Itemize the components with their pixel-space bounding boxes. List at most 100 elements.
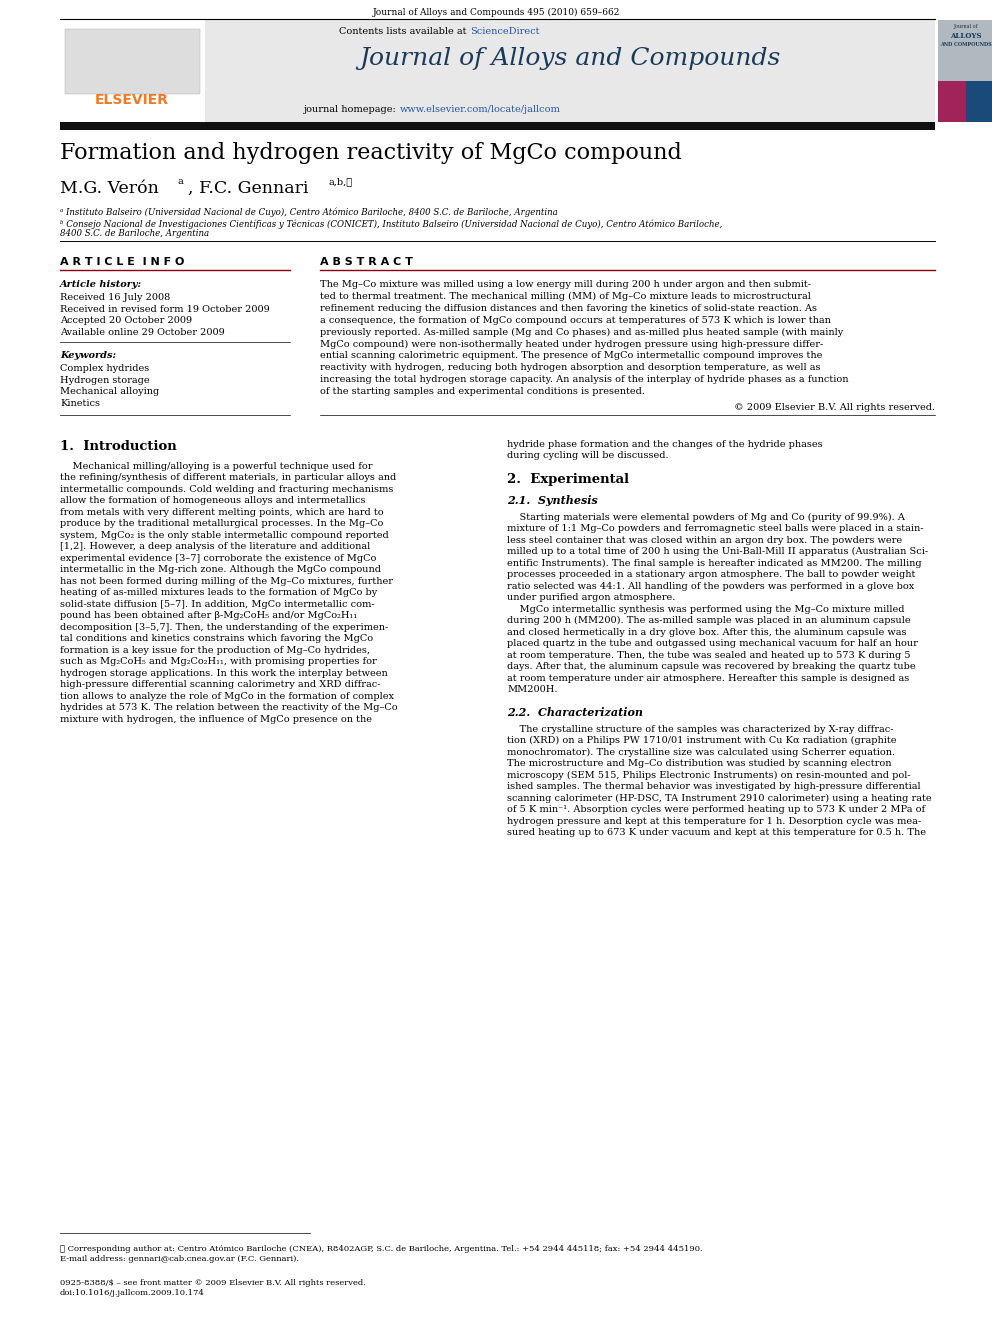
Text: has not been formed during milling of the Mg–Co mixtures, further: has not been formed during milling of th… [60, 577, 393, 586]
Text: from metals with very different melting points, which are hard to: from metals with very different melting … [60, 508, 384, 516]
Text: Article history:: Article history: [60, 280, 142, 290]
Text: mixture with hydrogen, the influence of MgCo presence on the: mixture with hydrogen, the influence of … [60, 714, 372, 724]
Text: at room temperature. Then, the tube was sealed and heated up to 573 K during 5: at room temperature. Then, the tube was … [507, 651, 911, 659]
Text: © 2009 Elsevier B.V. All rights reserved.: © 2009 Elsevier B.V. All rights reserved… [734, 402, 935, 411]
Text: MgCo intermetallic synthesis was performed using the Mg–Co mixture milled: MgCo intermetallic synthesis was perform… [507, 605, 905, 614]
Text: Contents lists available at: Contents lists available at [339, 26, 470, 36]
Text: Formation and hydrogen reactivity of MgCo compound: Formation and hydrogen reactivity of MgC… [60, 142, 682, 164]
Text: tal conditions and kinetics constrains which favoring the MgCo: tal conditions and kinetics constrains w… [60, 634, 373, 643]
Text: The microstructure and Mg–Co distribution was studied by scanning electron: The microstructure and Mg–Co distributio… [507, 759, 892, 767]
Text: such as Mg₂CoH₅ and Mg₂Co₂H₁₁, with promising properties for: such as Mg₂CoH₅ and Mg₂Co₂H₁₁, with prom… [60, 658, 377, 665]
Text: previously reported. As-milled sample (Mg and Co phases) and as-milled plus heat: previously reported. As-milled sample (M… [320, 328, 843, 337]
Text: [1,2]. However, a deep analysis of the literature and additional: [1,2]. However, a deep analysis of the l… [60, 542, 370, 550]
Text: hydrogen storage applications. In this work the interplay between: hydrogen storage applications. In this w… [60, 668, 388, 677]
Text: www.elsevier.com/locate/jallcom: www.elsevier.com/locate/jallcom [400, 105, 560, 114]
Text: increasing the total hydrogen storage capacity. An analysis of the interplay of : increasing the total hydrogen storage ca… [320, 374, 848, 384]
Text: ELSEVIER: ELSEVIER [95, 93, 169, 107]
Text: intermetallic compounds. Cold welding and fracturing mechanisms: intermetallic compounds. Cold welding an… [60, 484, 394, 493]
Text: heating of as-milled mixtures leads to the formation of MgCo by: heating of as-milled mixtures leads to t… [60, 587, 377, 597]
Text: reactivity with hydrogen, reducing both hydrogen absorption and desorption tempe: reactivity with hydrogen, reducing both … [320, 363, 820, 372]
Bar [966, 81, 992, 122]
Text: ★ Corresponding author at: Centro Atómico Bariloche (CNEA), R8402AGP, S.C. de Ba: ★ Corresponding author at: Centro Atómic… [60, 1245, 702, 1253]
Text: 1.  Introduction: 1. Introduction [60, 439, 177, 452]
Text: and closed hermetically in a dry glove box. After this, the aluminum capsule was: and closed hermetically in a dry glove b… [507, 627, 907, 636]
Text: 8400 S.C. de Bariloche, Argentina: 8400 S.C. de Bariloche, Argentina [60, 229, 209, 238]
Text: 0925-8388/$ – see front matter © 2009 Elsevier B.V. All rights reserved.: 0925-8388/$ – see front matter © 2009 El… [60, 1279, 366, 1287]
Bar [60, 122, 935, 130]
Text: milled up to a total time of 200 h using the Uni-Ball-Mill II apparatus (Austral: milled up to a total time of 200 h using… [507, 546, 929, 556]
Text: Received in revised form 19 October 2009: Received in revised form 19 October 2009 [60, 306, 270, 314]
Text: MgCo compound) were non-isothermally heated under hydrogen pressure using high-p: MgCo compound) were non-isothermally hea… [320, 340, 823, 349]
Text: high-pressure differential scanning calorimetry and XRD diffrac-: high-pressure differential scanning calo… [60, 680, 381, 689]
Text: The Mg–Co mixture was milled using a low energy mill during 200 h under argon an: The Mg–Co mixture was milled using a low… [320, 280, 811, 290]
Text: ential scanning calorimetric equipment. The presence of MgCo intermetallic compo: ential scanning calorimetric equipment. … [320, 352, 822, 360]
Text: a: a [178, 177, 184, 187]
Text: , F.C. Gennari: , F.C. Gennari [188, 180, 309, 197]
Bar [65, 29, 200, 94]
Text: AND COMPOUNDS: AND COMPOUNDS [940, 42, 992, 48]
Text: journal homepage:: journal homepage: [305, 105, 400, 114]
Text: ted to thermal treatment. The mechanical milling (MM) of Mg–Co mixture leads to : ted to thermal treatment. The mechanical… [320, 292, 810, 302]
Text: 2.  Experimental: 2. Experimental [507, 472, 629, 486]
Text: hydrogen pressure and kept at this temperature for 1 h. Desorption cycle was mea: hydrogen pressure and kept at this tempe… [507, 816, 922, 826]
Text: a,b,★: a,b,★ [328, 177, 352, 187]
Text: Mechanical alloying: Mechanical alloying [60, 388, 160, 397]
Text: Accepted 20 October 2009: Accepted 20 October 2009 [60, 316, 192, 325]
Text: produce by the traditional metallurgical processes. In the Mg–Co: produce by the traditional metallurgical… [60, 519, 383, 528]
Text: sured heating up to 673 K under vacuum and kept at this temperature for 0.5 h. T: sured heating up to 673 K under vacuum a… [507, 828, 926, 837]
Text: mixture of 1:1 Mg–Co powders and ferromagnetic steel balls were placed in a stai: mixture of 1:1 Mg–Co powders and ferroma… [507, 524, 924, 533]
Text: Complex hydrides: Complex hydrides [60, 365, 149, 373]
Text: ᵃ Instituto Balseiro (Universidad Nacional de Cuyo), Centro Atómico Bariloche, 8: ᵃ Instituto Balseiro (Universidad Nacion… [60, 208, 558, 217]
Text: experimental evidence [3–7] corroborate the existence of MgCo: experimental evidence [3–7] corroborate … [60, 553, 376, 562]
Text: tion (XRD) on a Philips PW 1710/01 instrument with Cu Kα radiation (graphite: tion (XRD) on a Philips PW 1710/01 instr… [507, 736, 897, 745]
Text: under purified argon atmosphere.: under purified argon atmosphere. [507, 593, 676, 602]
Bar [938, 20, 992, 81]
Text: Kinetics: Kinetics [60, 400, 100, 407]
Text: tion allows to analyze the role of MgCo in the formation of complex: tion allows to analyze the role of MgCo … [60, 692, 394, 700]
Text: ratio selected was 44:1. All handling of the powders was performed in a glove bo: ratio selected was 44:1. All handling of… [507, 582, 915, 590]
Text: formation is a key issue for the production of Mg–Co hydrides,: formation is a key issue for the product… [60, 646, 370, 655]
Text: Mechanical milling/alloying is a powerful technique used for: Mechanical milling/alloying is a powerfu… [60, 462, 373, 471]
Text: solid-state diffusion [5–7]. In addition, MgCo intermetallic com-: solid-state diffusion [5–7]. In addition… [60, 599, 375, 609]
Text: allow the formation of homogeneous alloys and intermetallics: allow the formation of homogeneous alloy… [60, 496, 365, 505]
Text: during 200 h (MM200). The as-milled sample was placed in an aluminum capsule: during 200 h (MM200). The as-milled samp… [507, 617, 911, 626]
Text: processes proceeded in a stationary argon atmosphere. The ball to powder weight: processes proceeded in a stationary argo… [507, 570, 916, 579]
Text: Hydrogen storage: Hydrogen storage [60, 376, 150, 385]
Text: entific Instruments). The final sample is hereafter indicated as MM200. The mill: entific Instruments). The final sample i… [507, 558, 922, 568]
Text: Keywords:: Keywords: [60, 352, 116, 360]
Text: M.G. Verón: M.G. Verón [60, 180, 159, 197]
Text: of the starting samples and experimental conditions is presented.: of the starting samples and experimental… [320, 386, 645, 396]
Text: days. After that, the aluminum capsule was recovered by breaking the quartz tube: days. After that, the aluminum capsule w… [507, 662, 916, 671]
Text: decomposition [3–5,7]. Then, the understanding of the experimen-: decomposition [3–5,7]. Then, the underst… [60, 623, 388, 631]
Text: E-mail address: gennari@cab.cnea.gov.ar (F.C. Gennari).: E-mail address: gennari@cab.cnea.gov.ar … [60, 1256, 299, 1263]
Text: Available online 29 October 2009: Available online 29 October 2009 [60, 328, 225, 337]
Text: at room temperature under air atmosphere. Hereafter this sample is designed as: at room temperature under air atmosphere… [507, 673, 910, 683]
Bar [205, 20, 935, 122]
Text: Journal of: Journal of [953, 24, 978, 29]
Text: ished samples. The thermal behavior was investigated by high-pressure differenti: ished samples. The thermal behavior was … [507, 782, 921, 791]
Text: of 5 K min⁻¹. Absorption cycles were performed heating up to 573 K under 2 MPa o: of 5 K min⁻¹. Absorption cycles were per… [507, 804, 926, 814]
Text: a consequence, the formation of MgCo compound occurs at temperatures of 573 K wh: a consequence, the formation of MgCo com… [320, 316, 831, 325]
Text: 2.1.  Synthesis: 2.1. Synthesis [507, 495, 598, 505]
Text: system, MgCo₂ is the only stable intermetallic compound reported: system, MgCo₂ is the only stable interme… [60, 531, 389, 540]
Text: Journal of Alloys and Compounds 495 (2010) 659–662: Journal of Alloys and Compounds 495 (201… [372, 8, 620, 17]
Bar [938, 81, 966, 122]
Text: Starting materials were elemental powders of Mg and Co (purity of 99.9%). A: Starting materials were elemental powder… [507, 512, 905, 521]
Text: the refining/synthesis of different materials, in particular alloys and: the refining/synthesis of different mate… [60, 474, 396, 482]
Text: less steel container that was closed within an argon dry box. The powders were: less steel container that was closed wit… [507, 536, 902, 545]
Bar [60, 20, 205, 122]
Text: The crystalline structure of the samples was characterized by X-ray diffrac-: The crystalline structure of the samples… [507, 725, 894, 733]
Text: 2.2.  Characterization: 2.2. Characterization [507, 706, 643, 717]
Text: scanning calorimeter (HP-DSC, TA Instrument 2910 calorimeter) using a heating ra: scanning calorimeter (HP-DSC, TA Instrum… [507, 794, 931, 803]
Text: monochromator). The crystalline size was calculated using Scherrer equation.: monochromator). The crystalline size was… [507, 747, 895, 757]
Text: microscopy (SEM 515, Philips Electronic Instruments) on resin-mounted and pol-: microscopy (SEM 515, Philips Electronic … [507, 770, 911, 779]
Text: refinement reducing the diffusion distances and then favoring the kinetics of so: refinement reducing the diffusion distan… [320, 304, 817, 314]
Text: A B S T R A C T: A B S T R A C T [320, 258, 413, 267]
Text: placed quartz in the tube and outgassed using mechanical vacuum for half an hour: placed quartz in the tube and outgassed … [507, 639, 918, 648]
Text: ALLOYS: ALLOYS [950, 32, 982, 40]
Text: A R T I C L E  I N F O: A R T I C L E I N F O [60, 258, 185, 267]
Text: Received 16 July 2008: Received 16 July 2008 [60, 294, 171, 303]
Text: during cycling will be discussed.: during cycling will be discussed. [507, 451, 669, 460]
Text: hydrides at 573 K. The relation between the reactivity of the Mg–Co: hydrides at 573 K. The relation between … [60, 703, 398, 712]
Text: Journal of Alloys and Compounds: Journal of Alloys and Compounds [359, 48, 781, 70]
